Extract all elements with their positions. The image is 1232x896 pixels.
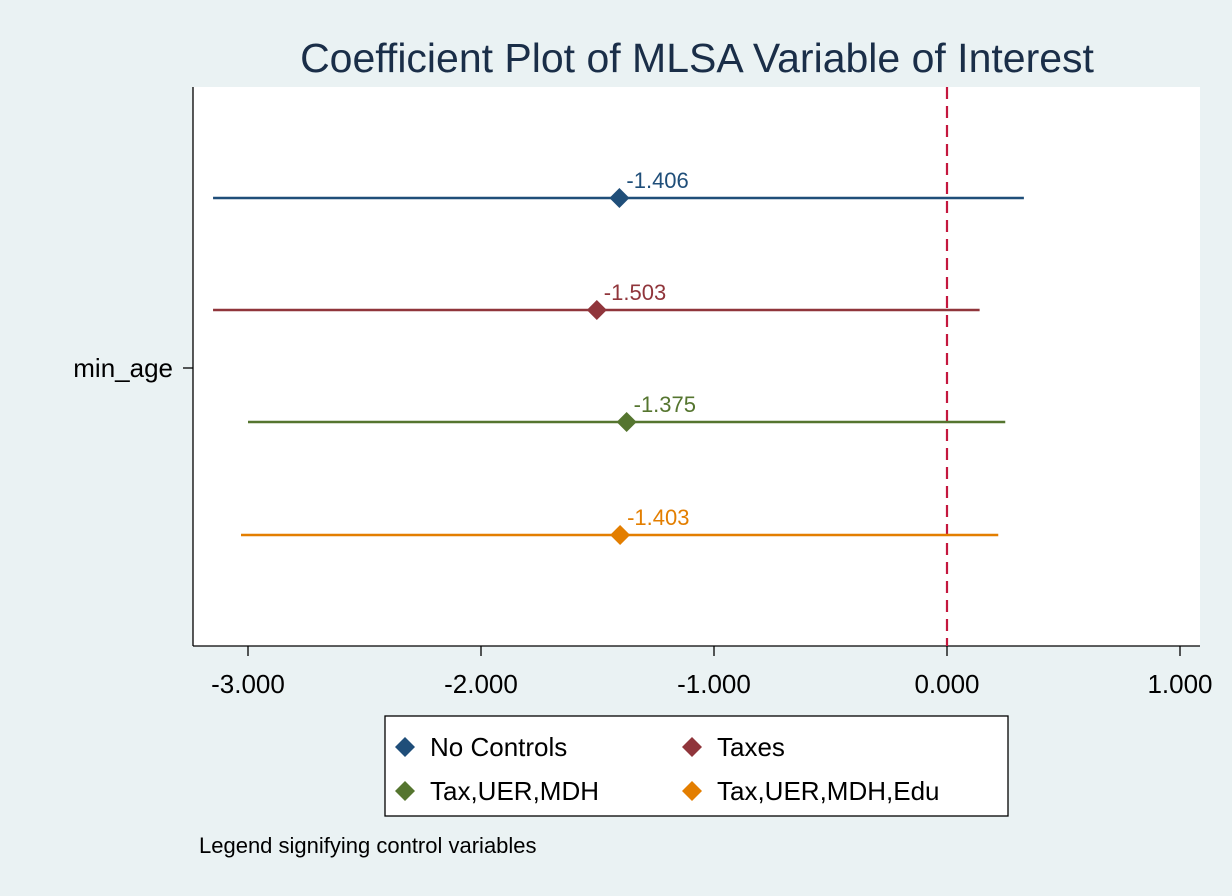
x-tick-label: -1.000 (677, 669, 751, 699)
x-tick-label: 1.000 (1147, 669, 1212, 699)
legend-label: Tax,UER,MDH (430, 776, 599, 806)
y-tick-label: min_age (73, 353, 173, 383)
data-label: -1.403 (627, 505, 689, 530)
legend-label: No Controls (430, 732, 567, 762)
legend-marker (682, 781, 702, 801)
legend-label: Tax,UER,MDH,Edu (717, 776, 940, 806)
chart-note: Legend signifying control variables (199, 833, 537, 858)
estimate-marker (609, 188, 630, 208)
x-tick-label: -2.000 (444, 669, 518, 699)
legend-item: No Controls (395, 732, 567, 762)
x-tick-label: 0.000 (914, 669, 979, 699)
x-tick-label: -3.000 (211, 669, 285, 699)
data-label: -1.375 (634, 392, 696, 417)
plot-area (193, 87, 1200, 646)
legend-marker (395, 781, 415, 801)
series-2: -1.503 (213, 280, 980, 320)
legend-item: Taxes (682, 732, 785, 762)
legend-marker (395, 737, 415, 757)
series-4: -1.403 (241, 505, 999, 545)
series-1: -1.406 (213, 168, 1024, 208)
estimate-marker (610, 525, 631, 545)
legend-item: Tax,UER,MDH (395, 776, 599, 806)
estimate-marker (586, 300, 607, 320)
series-3: -1.375 (248, 392, 1006, 432)
legend-marker (682, 737, 702, 757)
estimate-marker (616, 412, 637, 432)
data-label: -1.406 (626, 168, 688, 193)
legend-item: Tax,UER,MDH,Edu (682, 776, 940, 806)
data-label: -1.503 (604, 280, 666, 305)
chart-title: Coefficient Plot of MLSA Variable of Int… (300, 35, 1094, 81)
legend-box (384, 715, 1009, 817)
legend-label: Taxes (717, 732, 785, 762)
